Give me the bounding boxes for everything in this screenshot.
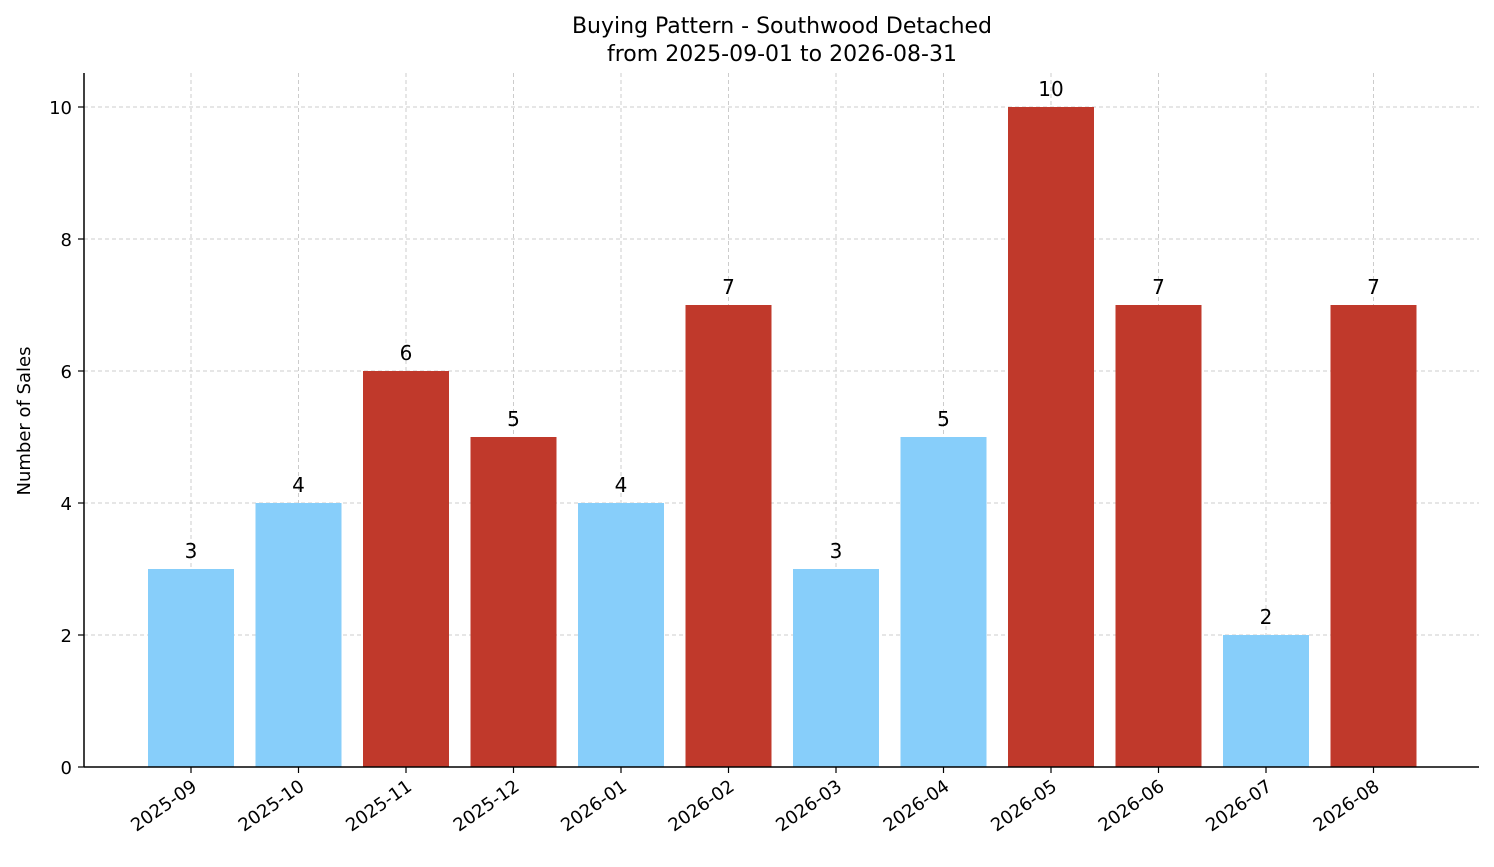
bar-value-label: 5 [507,407,520,431]
bar-2026-04 [900,437,987,767]
bars [148,107,1417,767]
bar-value-label: 7 [1152,275,1165,299]
bar-2026-03 [793,569,879,767]
bar-2026-01 [578,503,664,767]
x-tick-label: 2026-08 [1310,776,1384,836]
bar-value-label: 3 [830,539,843,563]
x-tick-label: 2025-12 [450,776,524,836]
y-tick-label: 10 [49,98,72,119]
bar-value-labels: 3 4 6 5 4 7 3 5 10 7 2 7 [185,77,1380,629]
bar-2026-07 [1223,635,1309,767]
bar-value-label: 7 [1367,275,1380,299]
bar-2025-12 [470,437,557,767]
chart-title-line-1: Buying Pattern - Southwood Detached [572,14,992,39]
x-tick-label: 2026-07 [1202,776,1276,836]
y-tick-label: 2 [61,626,72,647]
bar-2025-11 [363,371,449,767]
x-tick-label: 2025-11 [342,776,416,836]
bar-2025-09 [148,569,234,767]
x-tick-label: 2026-02 [665,776,739,836]
bar-2025-10 [255,503,342,767]
chart-title-line-2: from 2025-09-01 to 2026-08-31 [607,42,957,67]
bar-value-label: 10 [1038,77,1063,101]
bar-2026-08 [1330,305,1417,767]
bar-value-label: 4 [292,473,305,497]
bar-2026-06 [1115,305,1202,767]
bar-value-label: 5 [937,407,950,431]
bar-value-label: 3 [185,539,198,563]
y-axis-ticks: 0 2 4 6 8 10 [49,98,84,779]
bar-2026-05 [1008,107,1094,767]
x-tick-label: 2026-05 [987,776,1061,836]
bar-value-label: 7 [722,275,735,299]
bar-2026-02 [685,305,772,767]
bar-value-label: 6 [400,341,413,365]
x-tick-label: 2026-01 [557,776,631,836]
y-tick-label: 0 [61,758,72,779]
y-axis-label: Number of Sales [14,346,35,495]
x-tick-label: 2026-06 [1095,776,1169,836]
y-tick-label: 4 [61,494,72,515]
x-tick-label: 2026-04 [880,776,954,836]
axes [83,73,1479,768]
y-tick-label: 8 [61,230,72,251]
x-tick-label: 2025-09 [127,776,201,836]
bar-value-label: 2 [1260,605,1273,629]
y-tick-label: 6 [61,362,72,383]
x-tick-label: 2025-10 [235,776,309,836]
bar-value-label: 4 [615,473,628,497]
x-axis-ticks: 2025-09 2025-10 2025-11 2025-12 2026-01 2026-… [127,767,1383,836]
x-tick-label: 2026-03 [772,776,846,836]
